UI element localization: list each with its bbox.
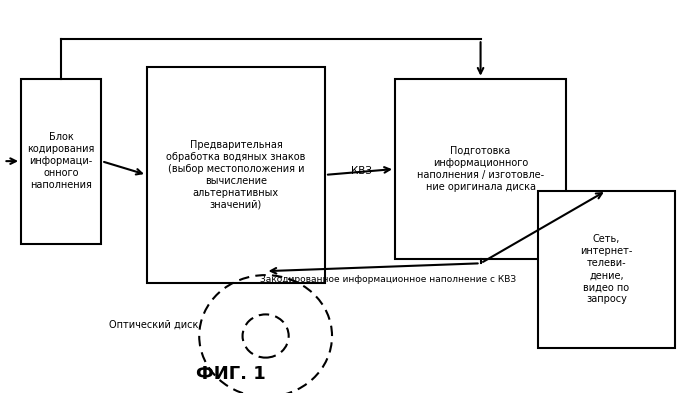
FancyBboxPatch shape <box>538 191 675 348</box>
FancyBboxPatch shape <box>395 79 566 259</box>
FancyBboxPatch shape <box>147 67 325 283</box>
Text: КВЗ: КВЗ <box>351 166 372 176</box>
Text: Подготовка
информационного
наполнения / изготовле-
ние оригинала диска: Подготовка информационного наполнения / … <box>417 146 544 192</box>
Text: ФИГ. 1: ФИГ. 1 <box>196 365 266 383</box>
Text: Сеть,
интернет-
телеви-
дение,
видео по
запросу: Сеть, интернет- телеви- дение, видео по … <box>580 234 633 304</box>
Text: Блок
кодирования
информаци-
онного
наполнения: Блок кодирования информаци- онного напол… <box>27 132 95 190</box>
Text: Оптический диск: Оптический диск <box>109 319 199 329</box>
FancyBboxPatch shape <box>21 79 101 244</box>
Text: Закодированное информационное наполнение с КВЗ: Закодированное информационное наполнение… <box>260 275 516 283</box>
Text: Предварительная
обработка водяных знаков
(выбор местоположения и
вычисление
альт: Предварительная обработка водяных знаков… <box>166 140 305 210</box>
